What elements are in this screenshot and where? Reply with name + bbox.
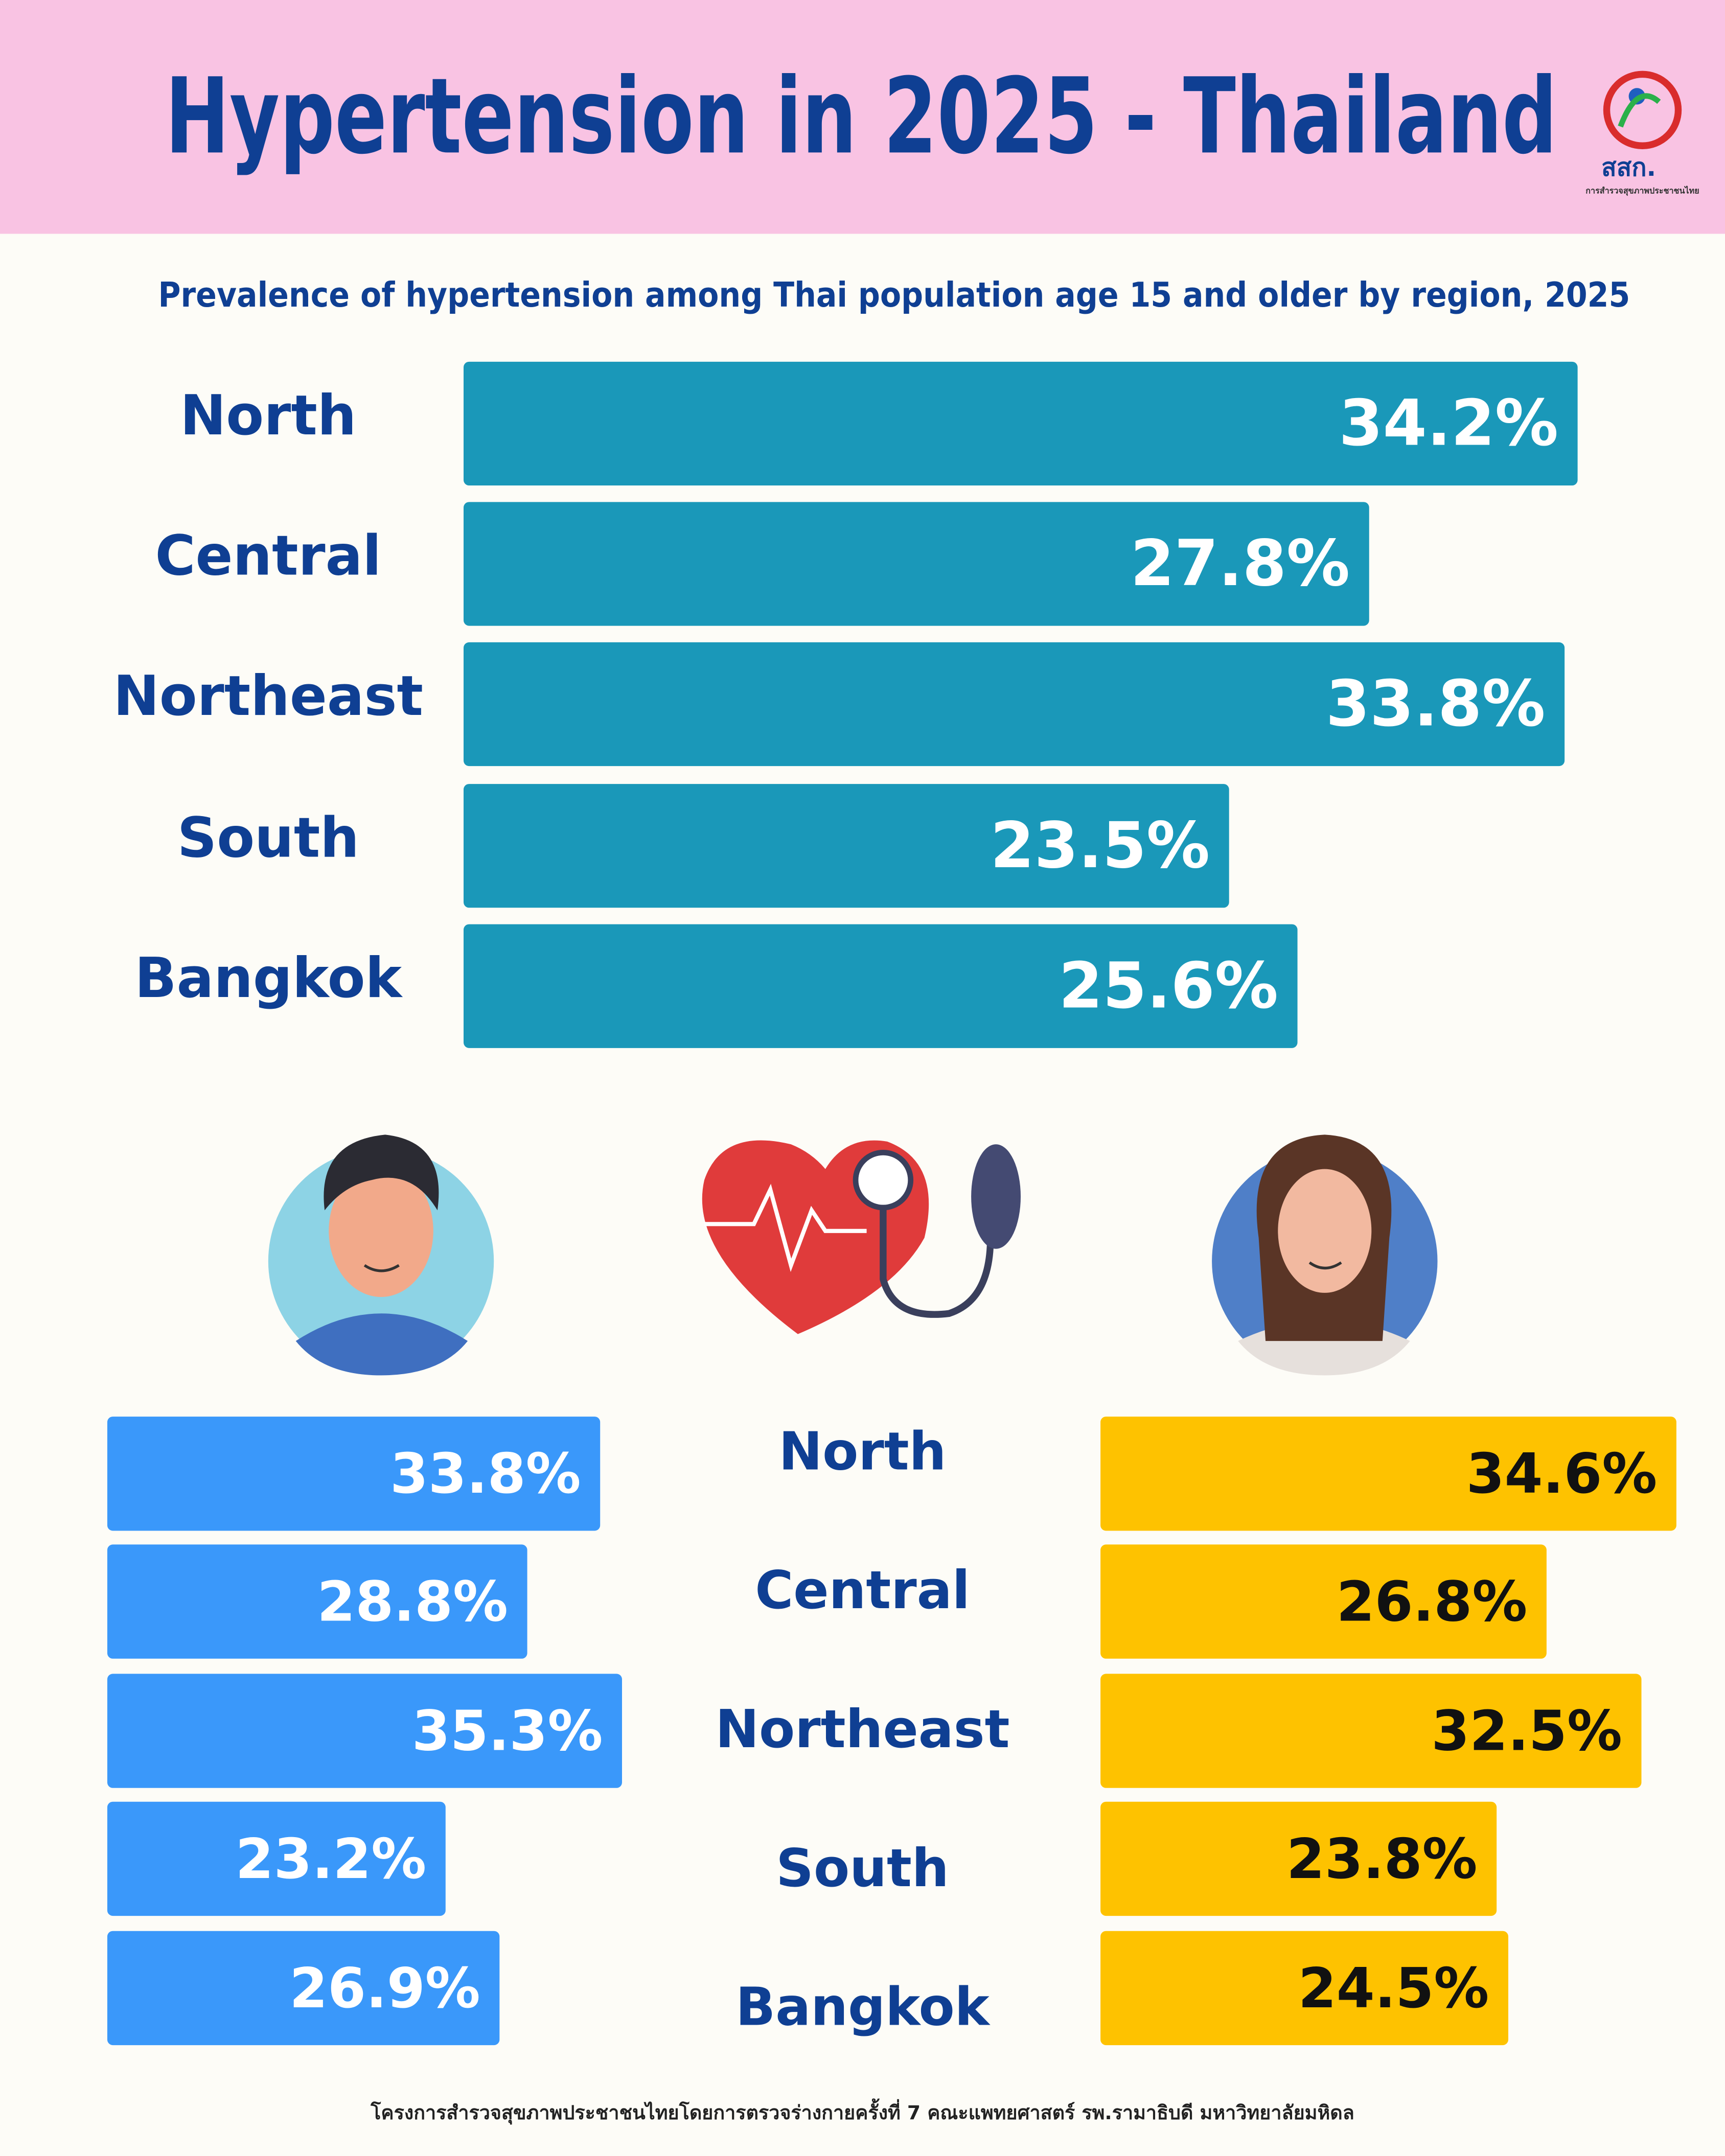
bar — [107, 1801, 446, 1916]
bar — [107, 1544, 527, 1659]
bar — [464, 924, 1298, 1048]
value-label: 23.8% — [1286, 1827, 1477, 1891]
value-label: 23.5% — [991, 809, 1210, 883]
bar — [464, 784, 1229, 908]
category-label: Central — [755, 1560, 970, 1621]
value-label: 34.2% — [1339, 387, 1558, 460]
value-label: 25.6% — [1059, 949, 1278, 1023]
value-label: 26.8% — [1337, 1570, 1527, 1634]
value-label: 26.9% — [289, 1957, 480, 2021]
bar — [1100, 1544, 1547, 1659]
bar — [464, 642, 1565, 767]
hair — [324, 1134, 439, 1211]
header-band — [0, 0, 1725, 234]
smile — [1308, 1261, 1342, 1270]
bar — [1100, 1674, 1642, 1788]
category-label: Bangkok — [135, 946, 403, 1010]
category-label: South — [776, 1838, 949, 1899]
category-label: Bangkok — [735, 1977, 990, 2038]
category-label: North — [779, 1421, 947, 1482]
category-label: Northeast — [715, 1699, 1009, 1760]
gauge — [853, 1149, 914, 1211]
value-label: 35.3% — [412, 1699, 603, 1763]
bulb — [971, 1144, 1021, 1249]
smile — [363, 1264, 400, 1272]
face — [329, 1165, 433, 1297]
category-label: South — [177, 806, 359, 870]
value-label: 28.8% — [317, 1570, 508, 1634]
shirt — [295, 1313, 468, 1376]
bar — [107, 1417, 601, 1531]
bar — [107, 1674, 622, 1788]
bar — [1100, 1801, 1497, 1916]
logo-text: สสก. — [1601, 153, 1656, 182]
bar — [107, 1931, 500, 2046]
bar — [464, 361, 1578, 486]
illustration-woman — [1212, 1134, 1438, 1376]
category-label: Northeast — [113, 664, 423, 728]
subtitle: Prevalence of hypertension among Thai po… — [158, 275, 1630, 315]
pulse — [704, 1184, 867, 1272]
category-label: Central — [155, 524, 381, 588]
value-label: 27.8% — [1131, 527, 1350, 600]
footer: โครงการสำรวจสุขภาพประชาชนไทยโดยการตรวจร่… — [370, 2098, 1354, 2125]
value-label: 33.8% — [1326, 667, 1545, 741]
tube — [880, 1208, 994, 1318]
value-label: 34.6% — [1466, 1442, 1657, 1506]
title: Hypertension in 2025 - Thailand — [165, 56, 1557, 177]
bar — [464, 502, 1369, 626]
value-label: 23.2% — [236, 1827, 426, 1891]
value-label: 33.8% — [390, 1442, 581, 1506]
face — [1278, 1169, 1372, 1293]
bar — [1100, 1417, 1676, 1531]
illustration-man — [268, 1134, 494, 1376]
illustration-heart — [702, 1140, 1021, 1334]
logo-ring — [1603, 71, 1682, 150]
bar — [1100, 1931, 1508, 2046]
logo: สสก. การสำรวจสุขภาพประชาชนไทย — [1585, 71, 1699, 196]
logo-subtext: การสำรวจสุขภาพประชาชนไทย — [1585, 186, 1699, 196]
value-label: 32.5% — [1431, 1699, 1622, 1763]
logo-swoosh — [1618, 93, 1661, 128]
value-label: 24.5% — [1298, 1957, 1489, 2021]
category-label: North — [180, 384, 356, 448]
